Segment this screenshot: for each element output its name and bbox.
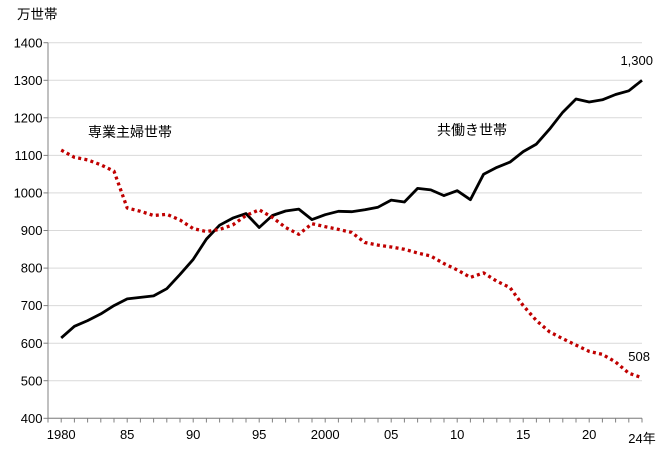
x-axis-tick-label: 1980 xyxy=(47,427,76,442)
y-axis-tick-label: 1300 xyxy=(14,73,43,88)
y-axis-tick-label: 800 xyxy=(21,261,43,276)
y-axis-tick-label: 1200 xyxy=(14,110,43,125)
series-line-fulltime-housewife-households xyxy=(60,148,643,380)
y-axis-tick-label: 700 xyxy=(21,298,43,313)
end-value-label-fulltime-housewife: 508 xyxy=(628,349,650,364)
y-axis-tick-label: 400 xyxy=(21,411,43,426)
x-axis-tick-label: 10 xyxy=(450,427,464,442)
x-axis-tick-label: 05 xyxy=(384,427,398,442)
y-axis-tick-label: 600 xyxy=(21,336,43,351)
x-axis-tick-label: 85 xyxy=(120,427,134,442)
series-label-fulltime-housewife: 専業主婦世帯 xyxy=(88,124,172,140)
series-label-dual-income: 共働き世帯 xyxy=(437,122,507,138)
y-axis-tick-label: 900 xyxy=(21,223,43,238)
y-axis-tick-label: 1100 xyxy=(15,148,43,163)
x-axis-tick-label: 2000 xyxy=(311,427,340,442)
x-axis-tick-label: 20 xyxy=(582,427,596,442)
series-line-dual-income-households xyxy=(60,79,643,339)
x-axis-tick-label: 90 xyxy=(186,427,200,442)
x-axis-tick-label: 15 xyxy=(516,427,530,442)
x-axis-tick-label: 24年 xyxy=(628,431,655,446)
y-axis-tick-label: 1400 xyxy=(14,35,43,50)
end-value-label-dual-income: 1,300 xyxy=(620,53,653,68)
y-axis-unit-label: 万世帯 xyxy=(17,7,58,22)
x-axis-tick-label: 95 xyxy=(252,427,266,442)
y-axis-tick-label: 1000 xyxy=(14,186,43,201)
y-axis-tick-label: 500 xyxy=(21,373,43,388)
